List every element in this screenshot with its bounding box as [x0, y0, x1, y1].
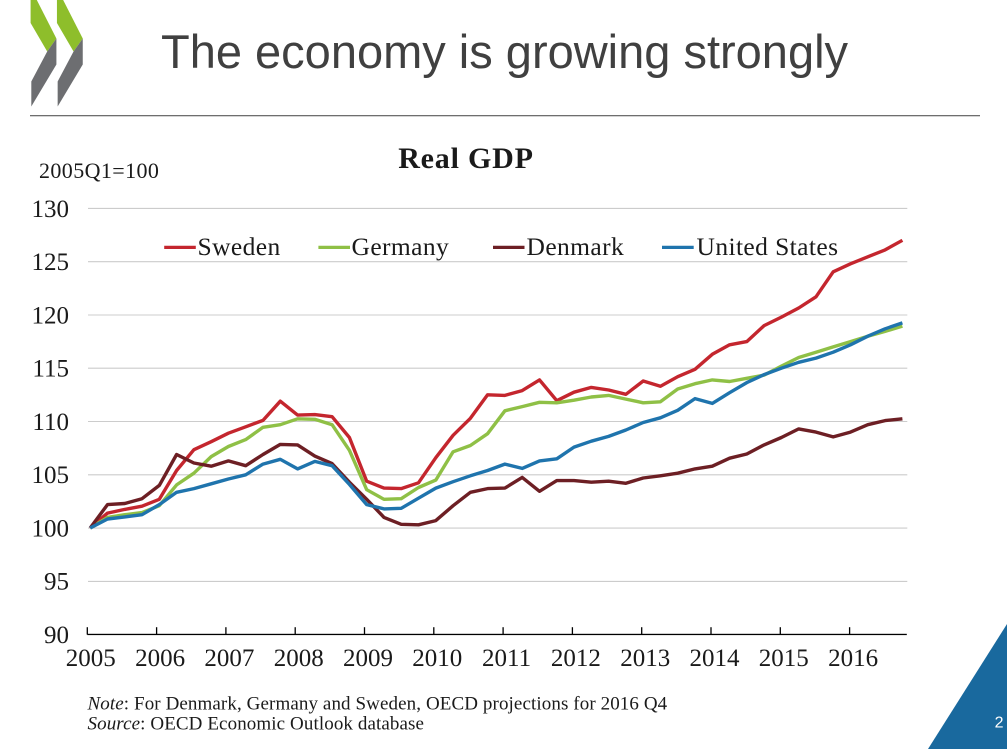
svg-text:2014: 2014: [690, 645, 741, 672]
svg-text:2008: 2008: [274, 645, 324, 672]
svg-text:2010: 2010: [412, 645, 462, 672]
svg-text:100: 100: [32, 516, 70, 543]
svg-text:2011: 2011: [482, 645, 531, 672]
svg-text:125: 125: [32, 249, 70, 276]
svg-text:Germany: Germany: [352, 232, 450, 261]
svg-text:The economy is growing strongl: The economy is growing strongly: [161, 25, 849, 78]
svg-text:130: 130: [32, 196, 70, 223]
svg-text:Note: For Denmark, Germany and: Note: For Denmark, Germany and Sweden, O…: [87, 694, 668, 715]
svg-text:2: 2: [995, 714, 1004, 731]
svg-text:2005: 2005: [66, 645, 116, 672]
svg-text:Source: OECD Economic Outlook: Source: OECD Economic Outlook database: [88, 713, 425, 734]
svg-text:Real GDP: Real GDP: [398, 142, 534, 175]
svg-text:Denmark: Denmark: [527, 232, 625, 261]
svg-text:2015: 2015: [759, 645, 809, 672]
svg-text:2006: 2006: [135, 645, 185, 672]
svg-text:2013: 2013: [620, 645, 670, 672]
svg-text:120: 120: [32, 302, 70, 329]
svg-text:2009: 2009: [343, 645, 393, 672]
svg-text:2005Q1=100: 2005Q1=100: [39, 158, 159, 183]
svg-text:105: 105: [32, 462, 70, 489]
svg-text:95: 95: [44, 569, 69, 596]
svg-text:2016: 2016: [828, 645, 878, 672]
svg-text:Sweden: Sweden: [198, 232, 281, 261]
svg-text:2007: 2007: [204, 645, 254, 672]
svg-text:2012: 2012: [551, 645, 601, 672]
svg-text:115: 115: [32, 356, 69, 383]
svg-text:United States: United States: [697, 232, 839, 261]
svg-text:90: 90: [44, 622, 69, 649]
svg-text:110: 110: [32, 409, 69, 436]
